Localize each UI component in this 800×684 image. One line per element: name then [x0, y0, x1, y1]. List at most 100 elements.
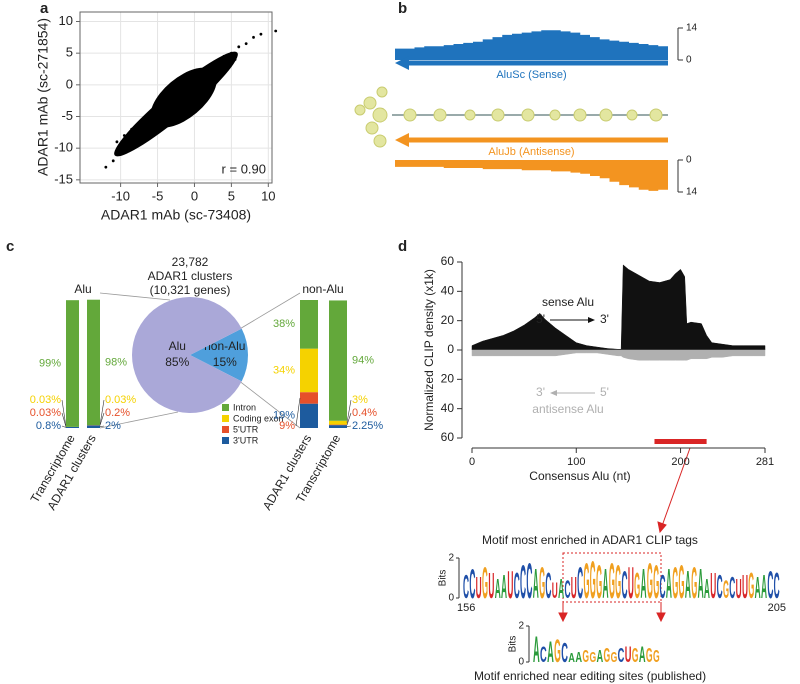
point	[141, 134, 145, 137]
segment-label: 19%	[273, 410, 295, 422]
leader-line	[99, 425, 105, 428]
strand-end: 5'	[600, 385, 609, 399]
legend-swatch	[222, 426, 229, 433]
segment-label: 0.2%	[105, 407, 130, 419]
y-tick-label: 0	[66, 76, 73, 91]
logo-letter: A	[602, 562, 608, 607]
panel-label: a	[40, 0, 49, 17]
strand-label: antisense Alu	[532, 402, 603, 416]
segment-label: 2%	[105, 420, 121, 432]
logo-letter: U	[552, 577, 558, 603]
logo-letter: A	[501, 570, 507, 607]
point	[122, 134, 126, 137]
group-label: non-Alu	[302, 282, 343, 296]
panel-label: b	[398, 0, 407, 17]
point	[185, 86, 189, 90]
panel-label: d	[398, 238, 407, 255]
y-tick-label: -5	[61, 108, 73, 123]
bar-segment	[329, 300, 347, 421]
logo-letter: U	[488, 565, 494, 606]
segment-label: 98%	[105, 356, 127, 368]
connector-lines	[99, 292, 301, 429]
logo-letter: A	[558, 574, 564, 605]
y-tick-label: 40	[441, 284, 455, 298]
track-label: AluSc (Sense)	[496, 69, 566, 81]
point	[130, 127, 134, 131]
point	[222, 54, 226, 58]
point	[119, 153, 123, 156]
point	[189, 96, 193, 99]
y-tick-label: 0	[447, 342, 454, 356]
logo-letter: G	[609, 552, 615, 609]
pie-value-label: 85%	[165, 355, 189, 369]
logo-letter: U	[628, 558, 634, 608]
scale-label: 14	[686, 187, 698, 198]
point	[159, 111, 163, 115]
leader-line	[61, 412, 67, 428]
leader-line	[99, 412, 105, 426]
logo-letter: A	[597, 647, 604, 667]
density-area	[471, 264, 766, 351]
logo-letter: G	[632, 646, 639, 668]
bar-segment	[66, 426, 79, 428]
point	[181, 102, 185, 106]
segment-label: 0.4%	[352, 407, 377, 419]
point	[244, 42, 248, 46]
y-tick-label: 5	[66, 45, 73, 60]
logo-letter: U	[571, 570, 577, 605]
logo-letter: U	[736, 574, 742, 605]
logo-letter: G	[653, 556, 659, 609]
point	[167, 115, 171, 118]
point	[145, 115, 148, 118]
logo-letter: A	[666, 562, 672, 607]
logo-letter: C	[520, 556, 526, 609]
logo-letter: C	[618, 646, 625, 668]
segment-label: 0.8%	[36, 420, 61, 432]
coverage-track	[395, 160, 668, 191]
bar-segment	[300, 403, 318, 428]
bar-segment	[87, 425, 100, 428]
logo-letter: C	[729, 570, 735, 605]
logo-letter: U	[476, 570, 482, 605]
logo-letter: A	[761, 570, 767, 607]
point	[137, 121, 141, 125]
logo-letter: G	[679, 556, 685, 609]
pie-title: (10,321 genes)	[150, 283, 231, 297]
segment-label: 94%	[352, 355, 374, 367]
legend-label: 3'UTR	[233, 435, 259, 445]
leader-line	[346, 425, 352, 427]
logo-letter: A	[575, 648, 582, 666]
pie-label: Alu	[169, 339, 186, 353]
y-tick-label: 0	[448, 593, 454, 604]
logo-letter: C	[774, 565, 780, 606]
logo-letter: G	[582, 647, 589, 667]
highlight-bar	[654, 439, 707, 444]
strand-label: sense Alu	[542, 295, 594, 309]
bar-segment	[300, 392, 318, 404]
x-axis-label: Consensus Alu (nt)	[529, 469, 630, 483]
logo-letter: A	[533, 562, 539, 607]
logo-title: Motif most enriched in ADAR1 CLIP tags	[482, 533, 698, 547]
x-tick-label: 5	[228, 188, 235, 203]
logo-letter: A	[533, 628, 540, 670]
logo-letter: C	[622, 564, 628, 608]
logo-letter: A	[755, 570, 761, 605]
logo-letter: G	[590, 552, 596, 610]
density-area	[471, 349, 766, 361]
x-tick-label: 100	[567, 456, 585, 468]
logo-letter: A	[641, 562, 647, 607]
y-tick-label: 10	[59, 13, 73, 28]
pie-value-label: 15%	[213, 355, 237, 369]
track-label: AluJb (Antisense)	[488, 146, 574, 158]
logo-letter: C	[526, 552, 532, 609]
bar-segment	[329, 420, 347, 425]
legend-swatch	[222, 437, 229, 444]
plot-frame	[79, 11, 273, 184]
leader-line	[346, 412, 352, 425]
logo-letter: G	[615, 556, 621, 609]
y-tick-label: 40	[441, 401, 455, 415]
strand-end: 3'	[536, 385, 545, 399]
point	[115, 140, 119, 144]
segment-label: 0.03%	[105, 394, 136, 406]
point	[252, 35, 255, 39]
